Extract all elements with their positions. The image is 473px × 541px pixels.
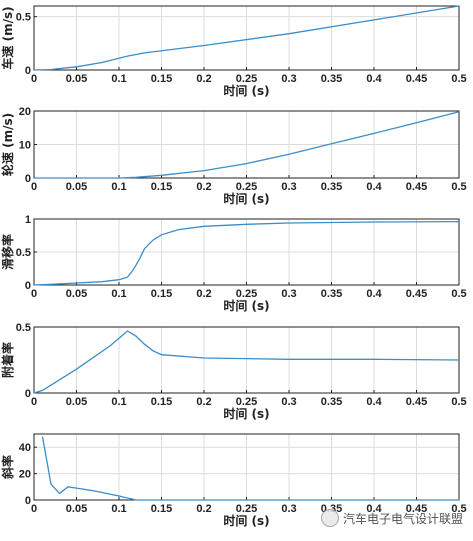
y-tick-label: 40 [19, 442, 31, 454]
x-tick-label: 0.15 [151, 288, 172, 300]
x-tick-label: 0.05 [66, 396, 87, 408]
x-tick-label: 0.05 [66, 181, 87, 193]
watermark-text: 汽车电子电气设计联盟 [342, 511, 463, 526]
x-tick-label: 0.15 [151, 73, 172, 85]
chart-panel-4: 0 0.05 0.1 0.15 0.2 0.25 0.3 0.35 0.4 0.45 0.5 0 0.5… [0, 322, 467, 421]
x-tick-label: 0.4 [366, 396, 382, 408]
x-tick-label: 0.25 [236, 396, 257, 408]
x-tick-label: 0.1 [111, 288, 126, 300]
x-tick-label: 0.5 [451, 73, 466, 85]
x-tick-label: 0.1 [111, 73, 126, 85]
x-axis-label: 时间 (s) [223, 513, 269, 528]
y-tick-label: 0.5 [16, 247, 31, 259]
x-tick-label: 0.2 [196, 503, 211, 515]
x-tick-label: 0.1 [111, 396, 126, 408]
series-line [33, 220, 460, 286]
y-tick-label: 10 [19, 140, 31, 152]
y-tick-label: 0 [25, 173, 31, 185]
x-tick-label: 0.05 [66, 503, 87, 515]
x-tick-label: 0.1 [111, 503, 126, 515]
x-tick-label: 0.45 [406, 73, 427, 85]
x-tick-label: 0.15 [151, 503, 172, 515]
x-tick-label: 0 [31, 288, 37, 300]
x-tick-label: 0.4 [366, 181, 382, 193]
x-tick-label: 0.35 [321, 396, 342, 408]
y-tick-label: 0 [25, 495, 31, 507]
y-tick-label: 1 [25, 214, 31, 226]
x-axis-label: 时间 (s) [223, 83, 269, 98]
chart-panel-1: 0 0.05 0.1 0.15 0.2 0.25 0.3 0.35 0.4 0.45 0.5 0 0.5… [0, 5, 467, 98]
x-tick-label: 0.3 [281, 288, 296, 300]
y-tick-label: 0.5 [16, 12, 31, 24]
x-tick-label: 0.15 [151, 396, 172, 408]
series-line [33, 5, 460, 71]
x-tick-label: 0.4 [366, 288, 382, 300]
x-tick-label: 0.25 [236, 181, 257, 193]
x-tick-label: 0.45 [406, 503, 427, 515]
x-tick-label: 0.5 [451, 181, 466, 193]
x-tick-label: 0.5 [451, 288, 466, 300]
x-tick-label: 0.35 [321, 73, 342, 85]
y-axis-label: 斜率 [0, 455, 15, 480]
x-tick-label: 0.35 [321, 181, 342, 193]
x-tick-label: 0.3 [281, 73, 296, 85]
x-tick-label: 0.35 [321, 288, 342, 300]
y-axis-label: 轮速 (m/s) [0, 113, 15, 176]
y-axis-label: 滑移率 [0, 234, 15, 270]
watermark: 汽车电子电气设计联盟 [320, 509, 463, 527]
x-tick-label: 0 [31, 73, 37, 85]
series-line [41, 436, 459, 501]
x-tick-label: 0.5 [451, 396, 466, 408]
x-tick-label: 0 [31, 396, 37, 408]
x-tick-label: 0.4 [366, 503, 382, 515]
x-tick-label: 0.15 [151, 181, 172, 193]
x-tick-label: 0.25 [236, 73, 257, 85]
x-axis-label: 时间 (s) [223, 406, 269, 421]
x-tick-label: 0.3 [281, 181, 296, 193]
x-tick-label: 0.05 [66, 288, 87, 300]
x-tick-label: 0.25 [236, 288, 257, 300]
x-tick-label: 0.2 [196, 288, 211, 300]
x-tick-label: 0.05 [66, 73, 87, 85]
series-line [33, 330, 460, 394]
x-tick-label: 0.45 [406, 396, 427, 408]
x-tick-label: 0.25 [236, 503, 257, 515]
chart-panel-3: 0 0.05 0.1 0.15 0.2 0.25 0.3 0.35 0.4 0.45 0.5 0 0.5… [0, 214, 467, 313]
y-tick-label: 0 [25, 65, 31, 77]
y-tick-label: 20 [19, 469, 31, 481]
x-tick-label: 0.3 [281, 396, 296, 408]
x-tick-label: 0.45 [406, 181, 427, 193]
y-tick-label: 0.5 [16, 322, 31, 334]
chart-panel-2: 0 0.05 0.1 0.15 0.2 0.25 0.3 0.35 0.4 0.45 0.5 0 10 2… [0, 106, 467, 206]
x-tick-label: 0 [31, 503, 37, 515]
x-tick-label: 0 [31, 181, 37, 193]
x-axis-label: 时间 (s) [223, 298, 269, 313]
y-axis-label: 车速 (m/s) [0, 6, 15, 69]
x-axis-label: 时间 (s) [223, 191, 269, 206]
x-tick-label: 0.5 [451, 503, 466, 515]
x-tick-label: 0.2 [196, 181, 211, 193]
x-tick-label: 0.45 [406, 288, 427, 300]
wechat-icon [320, 509, 339, 527]
x-tick-label: 0.4 [366, 73, 382, 85]
y-tick-label: 0 [25, 280, 31, 292]
x-tick-label: 0.2 [196, 396, 211, 408]
x-tick-label: 0.2 [196, 73, 211, 85]
x-tick-label: 0.1 [111, 181, 126, 193]
x-tick-label: 0.3 [281, 503, 296, 515]
y-axis-label: 附着率 [0, 342, 15, 378]
y-tick-label: 20 [19, 106, 31, 118]
series-line [34, 111, 460, 179]
y-tick-label: 0 [25, 388, 31, 400]
